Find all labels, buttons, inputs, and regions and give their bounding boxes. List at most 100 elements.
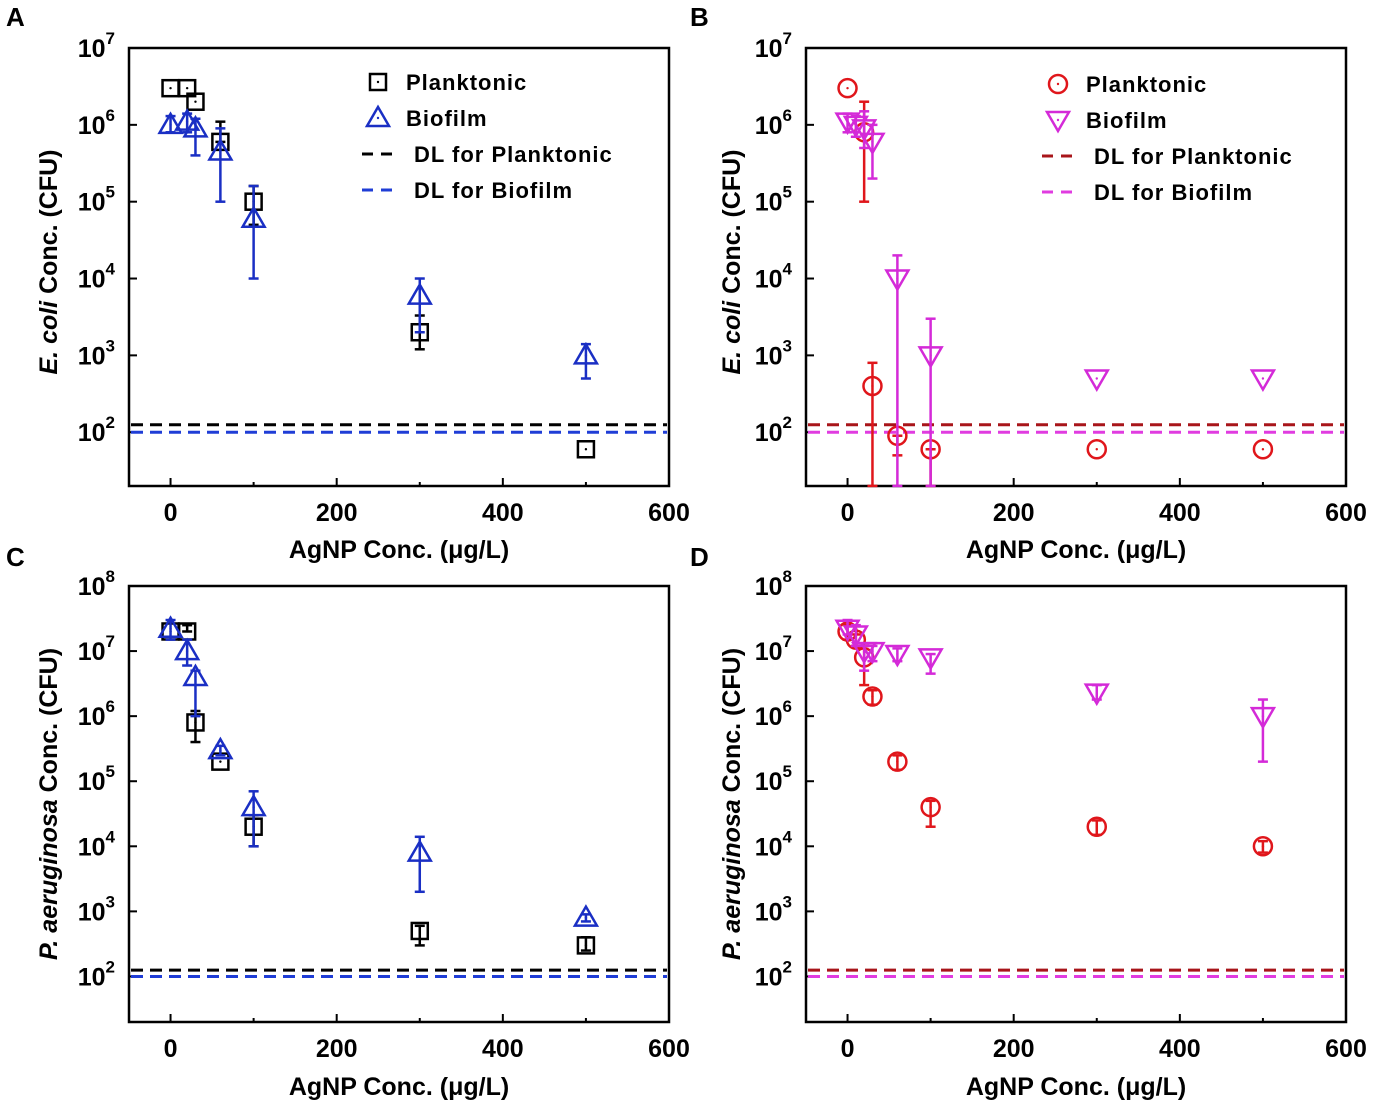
x-tick-label: 600 bbox=[1325, 499, 1367, 527]
y-tick-label: 107 bbox=[78, 29, 115, 63]
legend-label: DL for Planktonic bbox=[1094, 144, 1293, 169]
y-axis-title: E. coli Conc. (CFU) bbox=[718, 149, 746, 374]
data-point bbox=[862, 375, 883, 397]
data-point-dot bbox=[418, 929, 421, 933]
legend-label: Biofilm bbox=[406, 106, 488, 131]
y-tick-exponent: 5 bbox=[106, 183, 115, 202]
data-point bbox=[406, 839, 433, 862]
legend-label: DL for Biofilm bbox=[414, 178, 573, 203]
data-point bbox=[1249, 706, 1277, 730]
y-tick-exponent: 2 bbox=[106, 957, 115, 976]
panel-letter: C bbox=[6, 542, 25, 572]
data-point-dot bbox=[1095, 377, 1098, 380]
panel-b: B AgNP Conc. (μg/L) E. coli Conc. (CFU) … bbox=[690, 2, 1367, 564]
data-point-dot bbox=[1095, 448, 1098, 451]
data-point-dot bbox=[185, 649, 189, 653]
data-point-dot bbox=[1095, 691, 1098, 694]
x-tick-label: 200 bbox=[993, 499, 1035, 527]
data-point bbox=[1083, 683, 1110, 707]
y-tick-label: 106 bbox=[78, 697, 115, 731]
data-point bbox=[837, 77, 858, 99]
y-tick-label: 103 bbox=[78, 892, 115, 926]
x-tick-label: 400 bbox=[482, 1035, 524, 1063]
data-point-dot bbox=[929, 354, 932, 357]
data-point bbox=[917, 648, 944, 671]
x-tick-label: 600 bbox=[648, 499, 690, 527]
data-point bbox=[240, 205, 267, 228]
panel-a: A AgNP Conc. (μg/L) E. coli Conc. (CFU) … bbox=[6, 2, 690, 564]
x-tick-label: 200 bbox=[316, 499, 358, 527]
y-tick-exponent: 6 bbox=[106, 697, 115, 716]
y-tick-base: 10 bbox=[78, 768, 106, 796]
y-tick-label: 106 bbox=[78, 106, 115, 140]
y-tick-exponent: 7 bbox=[783, 632, 792, 651]
y-tick-base: 10 bbox=[755, 35, 783, 63]
y-tick-base: 10 bbox=[78, 419, 106, 447]
y-tick-exponent: 7 bbox=[106, 29, 115, 48]
y-axis-title-organism: P. aeruginosa bbox=[718, 799, 746, 960]
data-point-dot bbox=[169, 86, 172, 90]
y-tick-label: 102 bbox=[78, 413, 115, 447]
data-point-dot bbox=[252, 805, 255, 809]
legend-marker-dot bbox=[1056, 118, 1060, 122]
x-tick-label: 0 bbox=[841, 499, 855, 527]
y-tick-base: 10 bbox=[755, 768, 783, 796]
y-tick-label: 104 bbox=[755, 827, 793, 861]
legend: Planktonic Biofilm DL for Planktonic DL for… bbox=[1042, 72, 1293, 205]
y-tick-label: 108 bbox=[755, 567, 792, 601]
data-point bbox=[406, 282, 433, 305]
y-axis-title: P. aeruginosa Conc. (CFU) bbox=[718, 648, 746, 960]
data-point bbox=[157, 111, 184, 135]
data-point bbox=[173, 637, 201, 661]
y-tick-label: 103 bbox=[78, 336, 115, 370]
y-tick-base: 10 bbox=[78, 112, 106, 140]
data-point-dot bbox=[896, 277, 899, 280]
data-point bbox=[157, 615, 184, 639]
data-point-dot bbox=[169, 123, 172, 127]
data-point-dot bbox=[584, 916, 588, 919]
y-tick-label: 105 bbox=[78, 762, 115, 796]
y-tick-label: 103 bbox=[755, 336, 792, 370]
legend-marker-dot bbox=[376, 80, 380, 84]
y-axis-title-unit: Conc. (CFU) bbox=[35, 648, 63, 799]
legend-marker-dot bbox=[1056, 82, 1060, 86]
y-axis-title-organism: P. aeruginosa bbox=[35, 799, 63, 960]
x-tick-label: 400 bbox=[1159, 499, 1201, 527]
y-tick-exponent: 4 bbox=[783, 827, 793, 846]
y-tick-exponent: 4 bbox=[783, 260, 793, 279]
y-tick-base: 10 bbox=[755, 419, 783, 447]
y-tick-exponent: 4 bbox=[106, 260, 116, 279]
data-point bbox=[859, 132, 886, 156]
y-tick-label: 106 bbox=[755, 106, 792, 140]
y-tick-exponent: 4 bbox=[106, 827, 116, 846]
x-tick-label: 0 bbox=[841, 1035, 855, 1063]
data-point bbox=[572, 341, 600, 365]
legend-label: DL for Biofilm bbox=[1094, 180, 1253, 205]
y-tick-label: 108 bbox=[78, 567, 115, 601]
data-point-dot bbox=[896, 760, 899, 763]
y-tick-exponent: 3 bbox=[106, 892, 115, 911]
data-point-dot bbox=[862, 127, 866, 130]
y-tick-exponent: 6 bbox=[783, 697, 792, 716]
legend-marker bbox=[1047, 73, 1069, 95]
panel-c: C AgNP Conc. (μg/L) P. aeruginosa Conc. … bbox=[6, 542, 690, 1101]
y-tick-base: 10 bbox=[78, 573, 106, 601]
data-point bbox=[182, 114, 209, 138]
y-tick-base: 10 bbox=[755, 112, 783, 140]
data-point-dot bbox=[929, 656, 932, 659]
data-point bbox=[920, 796, 941, 818]
y-tick-base: 10 bbox=[755, 833, 783, 861]
y-tick-base: 10 bbox=[755, 266, 783, 294]
y-tick-exponent: 3 bbox=[106, 336, 115, 355]
data-point-dot bbox=[194, 127, 197, 130]
y-tick-base: 10 bbox=[78, 189, 106, 217]
y-tick-base: 10 bbox=[755, 189, 783, 217]
plot-frame bbox=[804, 584, 1348, 1024]
data-point-dot bbox=[871, 695, 874, 698]
y-tick-label: 105 bbox=[755, 762, 792, 796]
y-axis-title-organism: E. coli bbox=[718, 300, 746, 375]
data-point bbox=[410, 921, 430, 941]
x-tick-label: 0 bbox=[164, 499, 178, 527]
y-tick-label: 102 bbox=[755, 957, 792, 991]
